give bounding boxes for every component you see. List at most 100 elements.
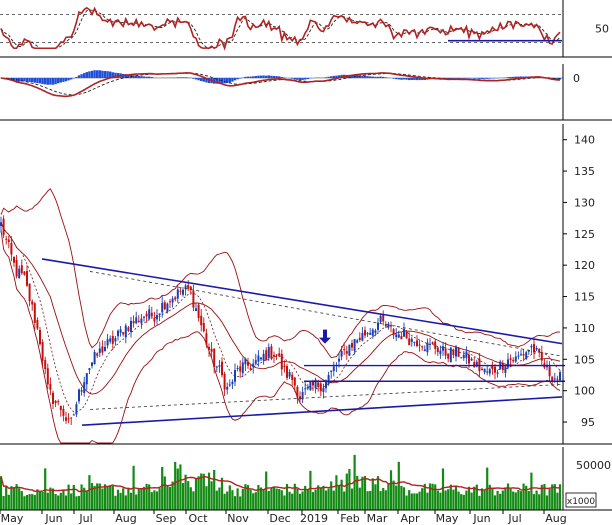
- candle-body: [556, 378, 559, 380]
- volume-bar: [376, 476, 380, 510]
- volume-bar: [475, 484, 478, 510]
- date-label: Mar: [367, 512, 388, 525]
- candle-body: [223, 373, 226, 390]
- macd-histogram-bar: [194, 78, 198, 80]
- volume-bar: [114, 495, 117, 510]
- macd-histogram-bar: [137, 75, 140, 78]
- date-label: Feb: [340, 512, 359, 525]
- volume-bar: [408, 490, 411, 510]
- candle-body: [215, 366, 218, 368]
- volume-bar: [415, 493, 419, 510]
- macd-histogram-bar: [142, 76, 146, 78]
- candle-body: [559, 372, 561, 381]
- candle-body: [343, 348, 346, 351]
- volume-bar: [7, 494, 10, 510]
- date-label: Jun: [44, 512, 62, 525]
- candle-body: [39, 329, 41, 345]
- candle-body: [98, 348, 101, 354]
- volume-bar: [254, 492, 257, 510]
- candle-body: [288, 372, 291, 377]
- candle-body: [78, 389, 80, 402]
- candle-body: [348, 344, 351, 356]
- macd-histogram-bar: [70, 78, 73, 80]
- macd-histogram-bar: [233, 78, 237, 81]
- volume-bar: [223, 493, 226, 510]
- candle-body: [88, 368, 91, 371]
- macd-histogram-bar: [62, 78, 65, 82]
- candle-body: [156, 315, 158, 320]
- macd-histogram-bar: [358, 75, 361, 78]
- candle-body: [449, 347, 452, 363]
- candle-body: [135, 317, 138, 324]
- macd-histogram-bar: [51, 78, 55, 85]
- macd-histogram-bar: [512, 76, 515, 78]
- upper-resistance-trendline: [41, 258, 563, 345]
- macd-tick-label: 0: [573, 72, 580, 85]
- candle-body: [439, 350, 442, 355]
- volume-bar: [18, 488, 21, 510]
- volume-bar: [527, 491, 530, 510]
- candle-body: [179, 290, 182, 292]
- down-arrow-marker: [319, 329, 331, 344]
- candle-body: [361, 332, 364, 341]
- volume-bar: [278, 489, 281, 510]
- candle-body: [442, 346, 444, 351]
- volume-bar: [38, 490, 42, 510]
- candle-body: [309, 381, 312, 391]
- candle-body: [418, 344, 421, 346]
- candle-body: [101, 346, 104, 353]
- volume-bar: [101, 488, 104, 510]
- candle-body: [254, 360, 257, 364]
- macd-histogram-bar: [384, 77, 387, 78]
- macd-histogram-bar: [148, 76, 151, 78]
- macd-histogram-bar: [306, 78, 309, 80]
- macd-histogram-bar: [54, 78, 57, 85]
- candle-body: [226, 386, 229, 390]
- volume-bar: [418, 491, 421, 510]
- macd-histogram-bar: [202, 78, 205, 82]
- candle-body: [340, 351, 343, 357]
- volume-bar: [262, 489, 265, 510]
- macd-histogram-bar: [57, 78, 60, 84]
- candle-body: [236, 368, 239, 370]
- candle-body: [278, 353, 281, 357]
- price-tick-label: 95: [581, 416, 595, 429]
- macd-histogram-bar: [12, 78, 16, 81]
- volume-bar: [296, 488, 299, 510]
- candle-body: [150, 312, 153, 317]
- candle-body: [187, 285, 190, 289]
- candle-body: [520, 354, 522, 356]
- volume-bar: [449, 484, 452, 510]
- macd-histogram-bar: [254, 76, 257, 78]
- candle-body: [483, 368, 486, 373]
- volume-bar: [553, 484, 556, 510]
- candle-body: [275, 354, 278, 356]
- candle-body: [228, 384, 231, 386]
- macd-histogram-bar: [259, 75, 263, 78]
- macd-histogram-bar: [64, 78, 68, 82]
- price-tick-label: 140: [574, 134, 595, 147]
- candle-body: [496, 372, 499, 374]
- candle-body: [478, 358, 481, 372]
- candle-body: [122, 332, 125, 335]
- macd-histogram-bar: [408, 78, 411, 81]
- candle-body: [93, 352, 96, 365]
- macd-histogram-bar: [179, 77, 182, 78]
- macd-histogram-bar: [460, 78, 463, 79]
- volume-bar: [345, 473, 348, 510]
- volume-bar: [228, 485, 231, 510]
- volume-bar: [283, 495, 286, 510]
- macd-histogram-bar: [33, 78, 36, 83]
- macd-histogram-bar: [96, 70, 99, 78]
- candle-body: [384, 324, 387, 326]
- macd-histogram-bar: [335, 75, 338, 78]
- candle-body: [462, 354, 465, 358]
- candle-body: [41, 342, 44, 361]
- candle-body: [158, 313, 161, 316]
- candle-body: [15, 259, 18, 277]
- candle-body: [455, 346, 457, 357]
- volume-bar: [434, 484, 437, 510]
- candle-body: [374, 330, 377, 333]
- candle-body: [283, 365, 286, 368]
- volume-bar: [551, 484, 554, 510]
